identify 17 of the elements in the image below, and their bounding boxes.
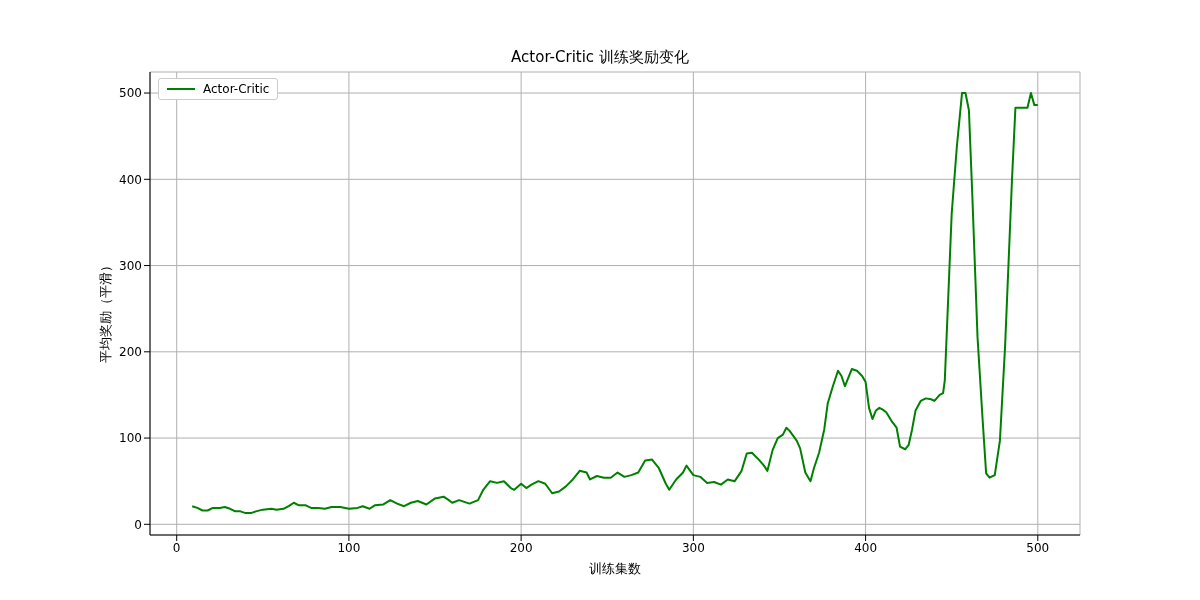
y-tick-label: 200 <box>119 345 142 360</box>
x-tick-label: 200 <box>509 540 533 555</box>
x-tick-label: 500 <box>1026 540 1050 555</box>
chart-title: Actor-Critic 训练奖励变化 <box>510 48 690 67</box>
x-tick-label: 300 <box>681 540 705 555</box>
x-tick-label: 400 <box>854 540 878 555</box>
y-tick-label: 400 <box>119 172 142 187</box>
x-tick-label: 0 <box>172 540 181 555</box>
y-axis-title: 平均奖励（平滑） <box>97 259 114 363</box>
y-tick-label: 0 <box>134 517 142 532</box>
y-tick-label: 100 <box>119 431 142 446</box>
line-series <box>191 92 1039 515</box>
legend-label: Actor-Critic <box>203 82 270 96</box>
y-tick-label: 500 <box>119 86 142 101</box>
y-tick-label: 300 <box>119 258 142 273</box>
x-axis-title: 训练集数 <box>588 560 642 578</box>
x-tick-label: 100 <box>337 540 361 555</box>
